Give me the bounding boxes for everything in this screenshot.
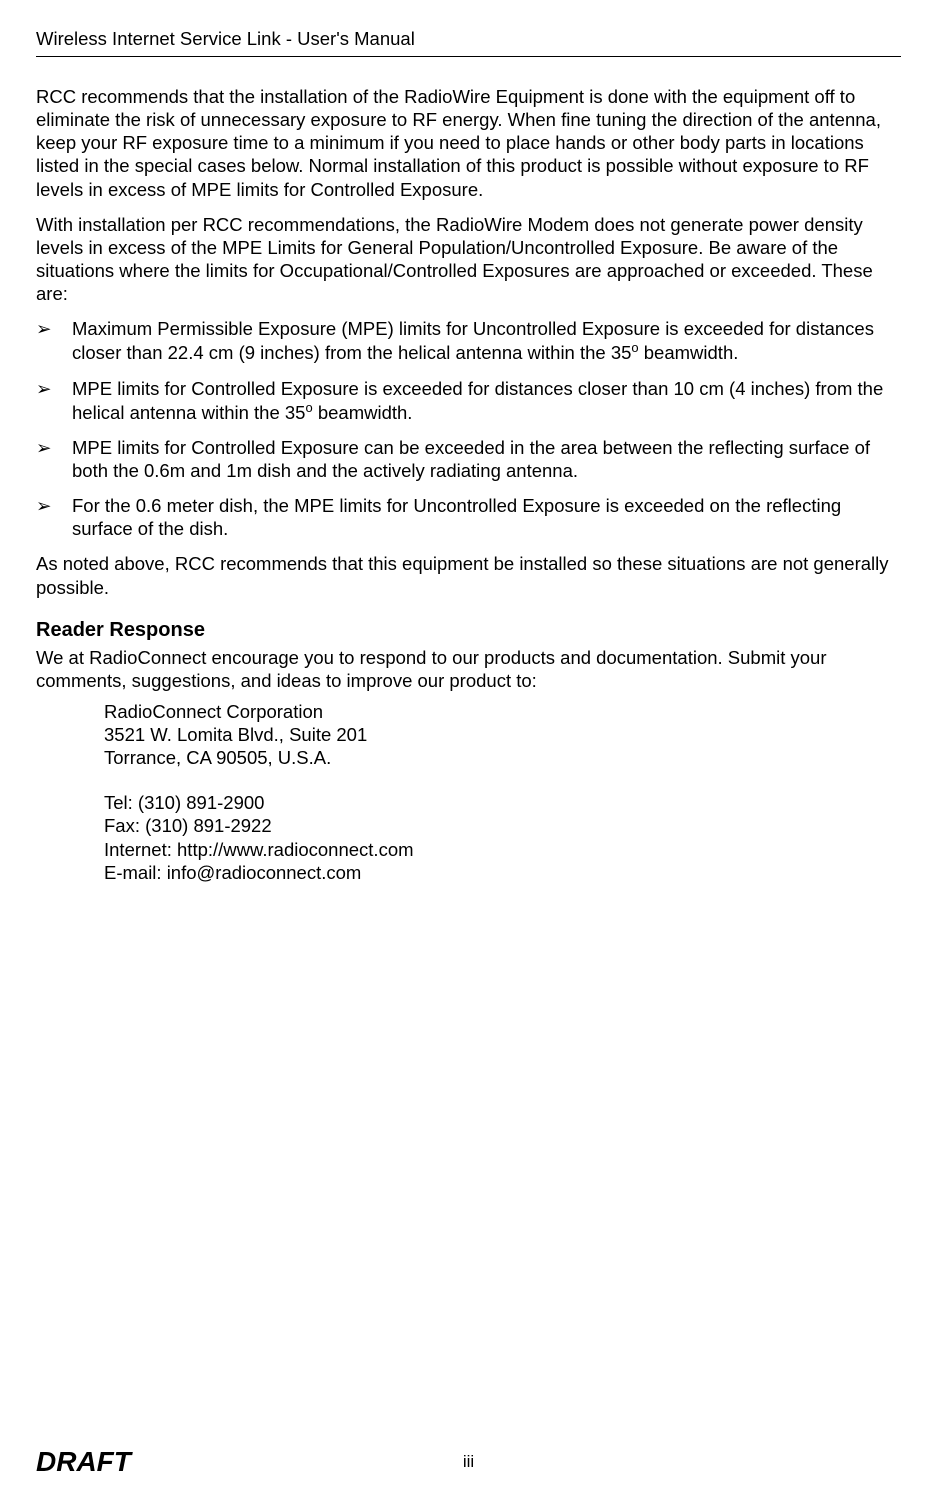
bullet-list: Maximum Permissible Exposure (MPE) limit…	[36, 317, 901, 540]
address-gap	[104, 769, 901, 791]
paragraph-3: As noted above, RCC recommends that this…	[36, 552, 901, 598]
address-block: RadioConnect Corporation 3521 W. Lomita …	[104, 700, 901, 884]
bullet-item-2: MPE limits for Controlled Exposure is ex…	[36, 377, 901, 424]
bullet-sup: o	[631, 340, 638, 355]
reader-response-title: Reader Response	[36, 619, 901, 642]
footer: DRAFT iii	[36, 1438, 901, 1478]
header-title: Wireless Internet Service Link - User's …	[36, 28, 901, 50]
address-tel: Tel: (310) 891-2900	[104, 791, 901, 814]
header-rule	[36, 56, 901, 57]
footer-draft-label: DRAFT	[36, 1446, 131, 1478]
address-company: RadioConnect Corporation	[104, 700, 901, 723]
address-email: E-mail: info@radioconnect.com	[104, 861, 901, 884]
bullet-text-post: beamwidth.	[639, 342, 739, 363]
bullet-item-3: MPE limits for Controlled Exposure can b…	[36, 436, 901, 482]
document-page: Wireless Internet Service Link - User's …	[0, 0, 937, 1508]
paragraph-2: With installation per RCC recommendation…	[36, 213, 901, 306]
paragraph-4: We at RadioConnect encourage you to resp…	[36, 646, 901, 692]
address-internet: Internet: http://www.radioconnect.com	[104, 838, 901, 861]
bullet-item-4: For the 0.6 meter dish, the MPE limits f…	[36, 494, 901, 540]
bullet-item-1: Maximum Permissible Exposure (MPE) limit…	[36, 317, 901, 364]
bullet-text-pre: MPE limits for Controlled Exposure can b…	[72, 437, 870, 481]
address-city: Torrance, CA 90505, U.S.A.	[104, 746, 901, 769]
address-street: 3521 W. Lomita Blvd., Suite 201	[104, 723, 901, 746]
paragraph-1: RCC recommends that the installation of …	[36, 85, 901, 201]
address-fax: Fax: (310) 891-2922	[104, 814, 901, 837]
bullet-text-pre: For the 0.6 meter dish, the MPE limits f…	[72, 495, 841, 539]
bullet-sup: o	[305, 400, 312, 415]
bullet-text-post: beamwidth.	[313, 402, 413, 423]
bullet-text-pre: Maximum Permissible Exposure (MPE) limit…	[72, 318, 874, 363]
bullet-text-pre: MPE limits for Controlled Exposure is ex…	[72, 378, 883, 423]
footer-page-number: iii	[463, 1452, 474, 1472]
